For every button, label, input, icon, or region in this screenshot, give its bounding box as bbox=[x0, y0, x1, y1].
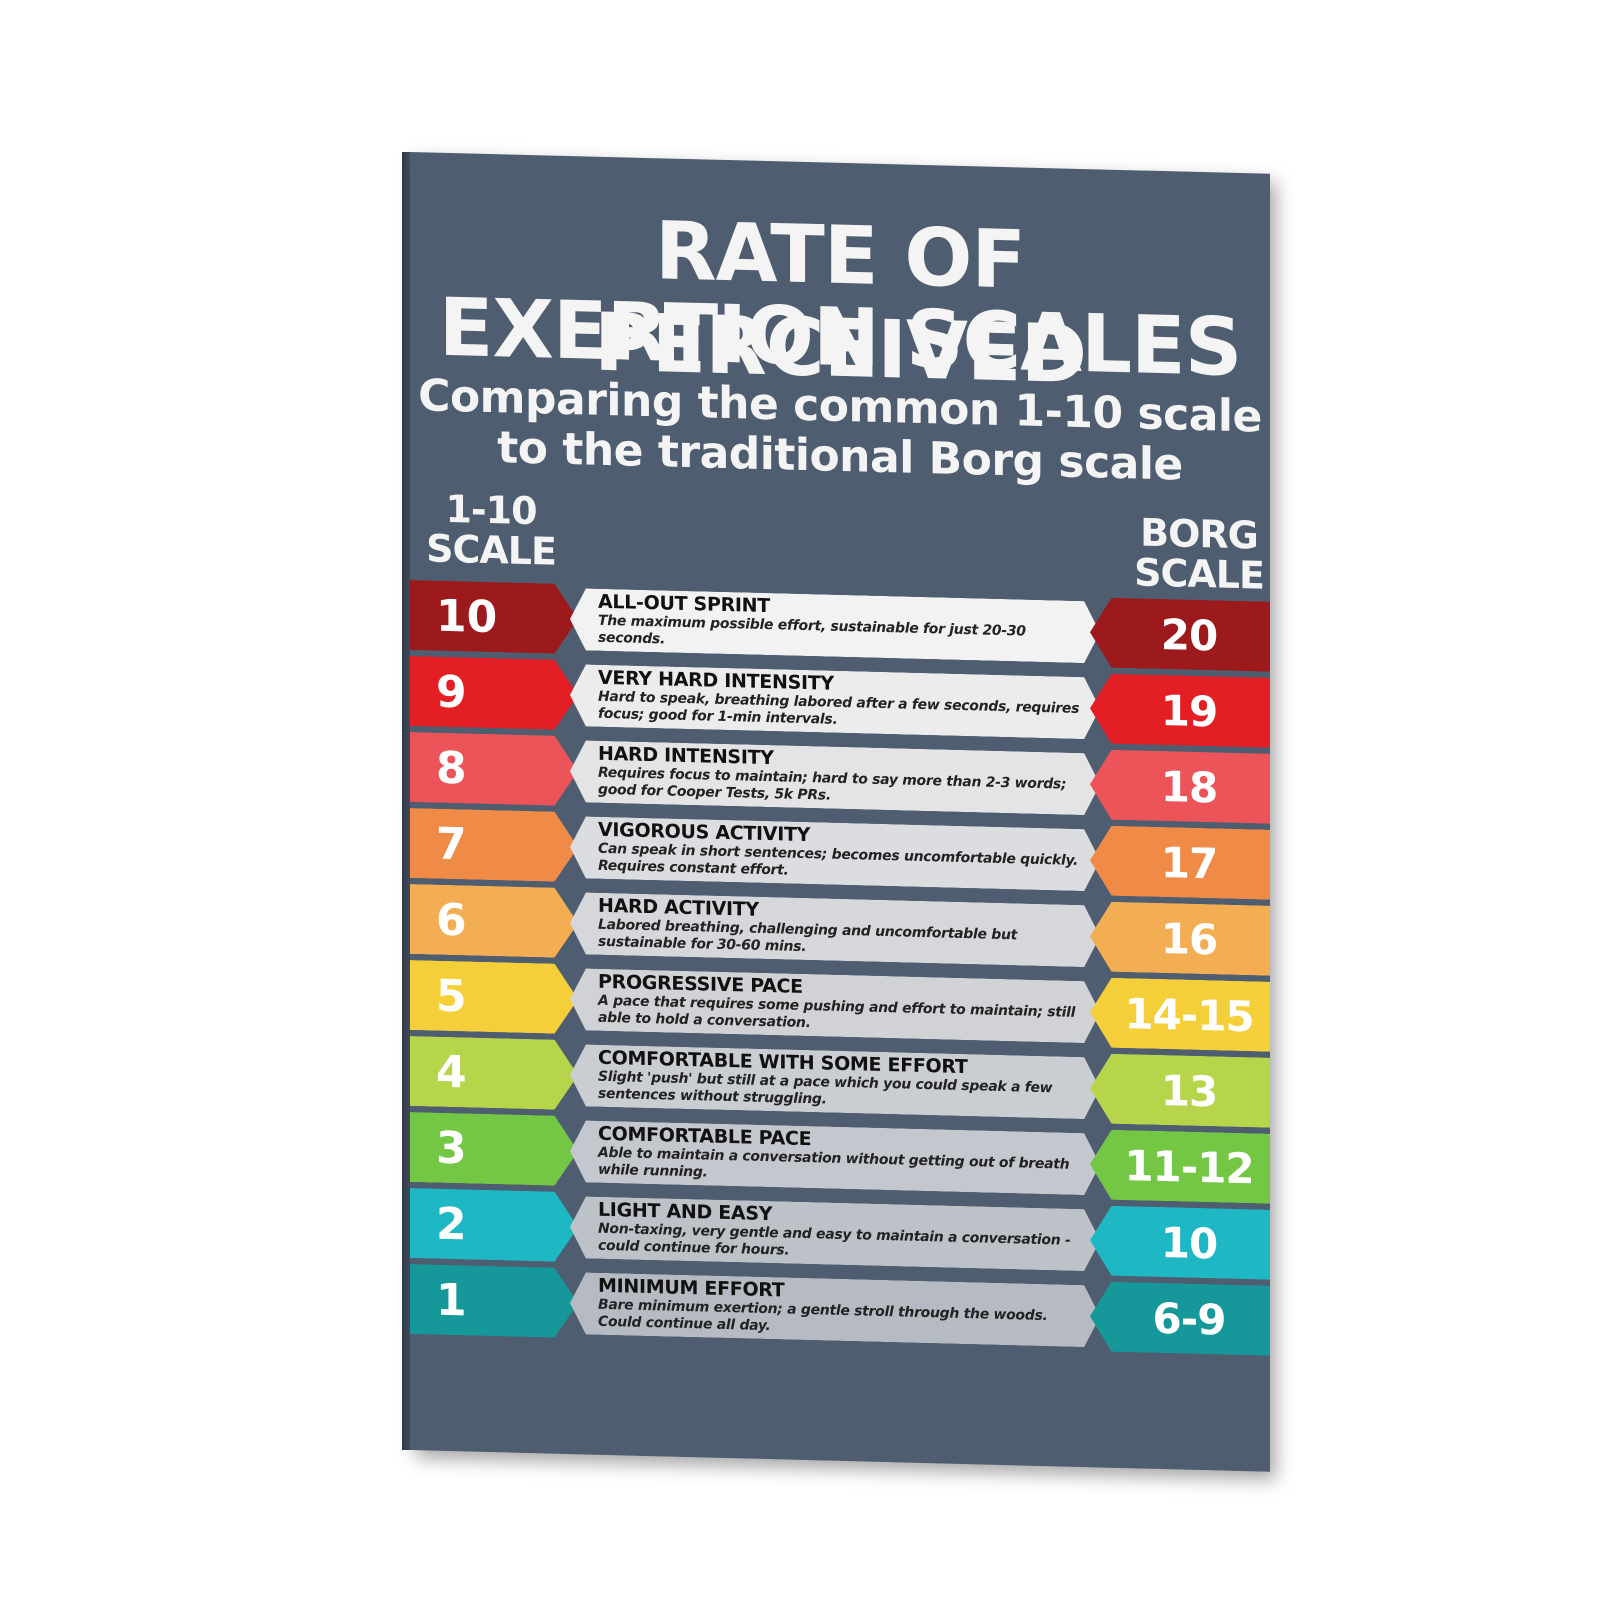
scale-1-10-badge: 9 bbox=[410, 656, 578, 730]
scale-row: 1 MINIMUM EFFORT Bare minimum exertion; a … bbox=[410, 1264, 1270, 1356]
scale-row: 6 HARD ACTIVITY Labored breathing, challen… bbox=[410, 884, 1270, 976]
description-panel: PROGRESSIVE PACE A pace that requires som… bbox=[570, 968, 1100, 1043]
description-panel: HARD INTENSITY Requires focus to maintain… bbox=[570, 740, 1100, 815]
description-panel: VIGOROUS ACTIVITY Can speak in short sent… bbox=[570, 816, 1100, 891]
rpe-poster: RATE OF PERCEIVED EXERTION SCALES Compar… bbox=[410, 152, 1270, 1472]
scale-1-10-badge: 5 bbox=[410, 960, 578, 1034]
description-panel: LIGHT AND EASY Non-taxing, very gentle an… bbox=[570, 1196, 1100, 1271]
scale-row: 3 COMFORTABLE PACE Able to maintain a conv… bbox=[410, 1112, 1270, 1204]
scale-row: 7 VIGOROUS ACTIVITY Can speak in short sen… bbox=[410, 808, 1270, 900]
description-panel: COMFORTABLE WITH SOME EFFORT Slight 'push… bbox=[570, 1044, 1100, 1119]
right-header-line2: SCALE bbox=[1134, 550, 1264, 598]
scale-row: 4 COMFORTABLE WITH SOME EFFORT Slight 'pus… bbox=[410, 1036, 1270, 1128]
left-scale-header: 1-10 SCALE bbox=[416, 486, 566, 574]
left-header-line1: 1-10 bbox=[445, 486, 537, 534]
scale-1-10-badge: 3 bbox=[410, 1112, 578, 1186]
scale-1-10-badge: 10 bbox=[410, 580, 578, 654]
borg-scale-badge: 11-12 bbox=[1090, 1129, 1270, 1204]
description-panel: VERY HARD INTENSITY Hard to speak, breath… bbox=[570, 664, 1100, 739]
scale-1-10-badge: 4 bbox=[410, 1036, 578, 1110]
scale-row: 2 LIGHT AND EASY Non-taxing, very gentle a… bbox=[410, 1188, 1270, 1280]
borg-scale-badge: 14-15 bbox=[1090, 977, 1270, 1052]
description-panel: HARD ACTIVITY Labored breathing, challeng… bbox=[570, 892, 1100, 967]
scale-1-10-badge: 6 bbox=[410, 884, 578, 958]
description-panel: ALL-OUT SPRINT The maximum possible effor… bbox=[570, 588, 1100, 663]
scale-row: 9 VERY HARD INTENSITY Hard to speak, breat… bbox=[410, 656, 1270, 748]
borg-scale-badge: 10 bbox=[1090, 1205, 1270, 1280]
borg-scale-badge: 13 bbox=[1090, 1053, 1270, 1128]
right-header-line1: BORG bbox=[1140, 510, 1258, 558]
left-header-line2: SCALE bbox=[426, 526, 556, 574]
scale-1-10-badge: 8 bbox=[410, 732, 578, 806]
right-scale-header: BORG SCALE bbox=[1134, 510, 1264, 598]
scale-1-10-badge: 1 bbox=[410, 1264, 578, 1338]
description-panel: COMFORTABLE PACE Able to maintain a conve… bbox=[570, 1120, 1100, 1195]
canvas-edge bbox=[402, 152, 412, 1450]
borg-scale-badge: 16 bbox=[1090, 901, 1270, 976]
borg-scale-badge: 6-9 bbox=[1090, 1281, 1270, 1356]
scale-1-10-badge: 2 bbox=[410, 1188, 578, 1262]
borg-scale-badge: 17 bbox=[1090, 825, 1270, 900]
description-panel: MINIMUM EFFORT Bare minimum exertion; a g… bbox=[570, 1272, 1100, 1347]
scale-1-10-badge: 7 bbox=[410, 808, 578, 882]
scale-row: 8 HARD INTENSITY Requires focus to maintai… bbox=[410, 732, 1270, 824]
scale-row: 5 PROGRESSIVE PACE A pace that requires so… bbox=[410, 960, 1270, 1052]
borg-scale-badge: 20 bbox=[1090, 597, 1270, 672]
borg-scale-badge: 18 bbox=[1090, 749, 1270, 824]
borg-scale-badge: 19 bbox=[1090, 673, 1270, 748]
